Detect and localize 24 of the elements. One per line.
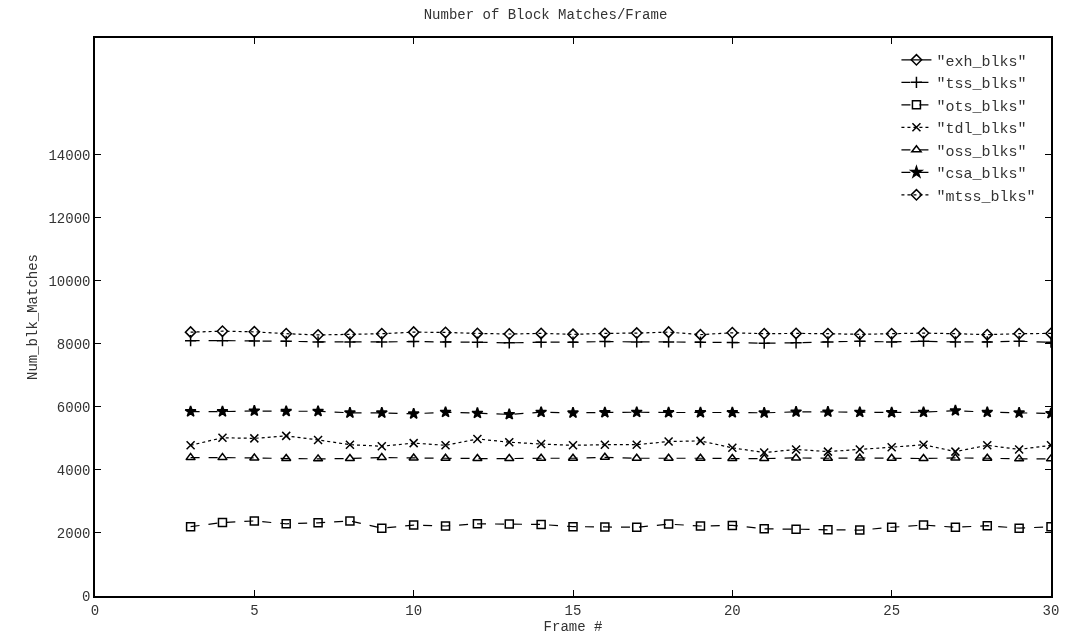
y-axis-title: Num_blk_Matches [24, 253, 41, 381]
x-tick-label: 15 [564, 602, 582, 619]
legend-label: "tss_blks" [936, 76, 1027, 94]
legend-label: "exh_blks" [936, 53, 1027, 71]
x-tick-label: 25 [883, 602, 901, 619]
y-tick-label: 8000 [56, 336, 91, 353]
y-tick-label: 4000 [56, 462, 91, 479]
x-tick-label: 5 [250, 602, 259, 619]
x-tick-label: 10 [405, 602, 423, 619]
y-tick-label: 6000 [56, 399, 91, 416]
y-tick-label: 10000 [48, 273, 91, 290]
y-tick-label: 2000 [56, 525, 91, 542]
legend-label: "oss_blks" [936, 143, 1027, 161]
y-tick-label: 0 [82, 588, 91, 605]
x-tick-label: 30 [1042, 602, 1060, 619]
x-axis-title: Frame # [543, 618, 603, 635]
y-tick-label: 12000 [48, 210, 91, 227]
legend-label: "ots_blks" [936, 98, 1027, 116]
y-tick-label: 14000 [48, 147, 91, 164]
x-tick-label: 20 [723, 602, 741, 619]
legend-label: "mtss_blks" [936, 188, 1036, 206]
legend-label: "csa_blks" [936, 166, 1027, 184]
legend-label: "tdl_blks" [936, 121, 1027, 139]
chart-title: Number of Block Matches/Frame [423, 7, 668, 24]
